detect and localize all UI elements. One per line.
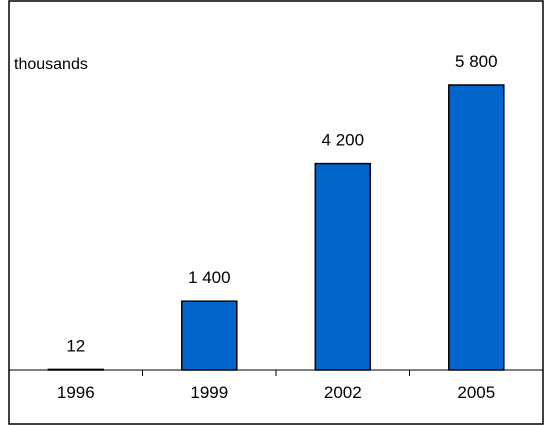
bar-2002 (314, 162, 372, 371)
x-axis-tick-labels: 1996 1999 2002 2005 (57, 383, 495, 402)
bar-1999 (181, 300, 238, 371)
data-label-1996: 12 (66, 336, 85, 355)
data-labels-layer: 12 1 400 4 200 5 800 (66, 52, 497, 355)
x-tick-label-2002: 2002 (324, 383, 362, 402)
unit-label: thousands (14, 56, 88, 73)
x-tick-label-2005: 2005 (457, 383, 495, 402)
bars-layer (47, 84, 505, 371)
x-tick-label-1999: 1999 (190, 383, 228, 402)
x-tick-label-1996: 1996 (57, 383, 95, 402)
x-axis-ticks (8, 370, 544, 376)
data-label-1999: 1 400 (188, 268, 231, 287)
data-label-2002: 4 200 (322, 131, 365, 150)
data-label-2005: 5 800 (455, 52, 498, 71)
bar-2005 (448, 84, 505, 371)
